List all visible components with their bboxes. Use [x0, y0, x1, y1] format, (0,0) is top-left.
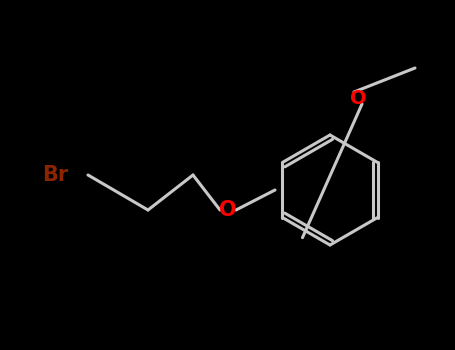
Text: O: O: [350, 89, 366, 107]
Text: O: O: [219, 200, 237, 220]
Text: Br: Br: [42, 165, 68, 185]
